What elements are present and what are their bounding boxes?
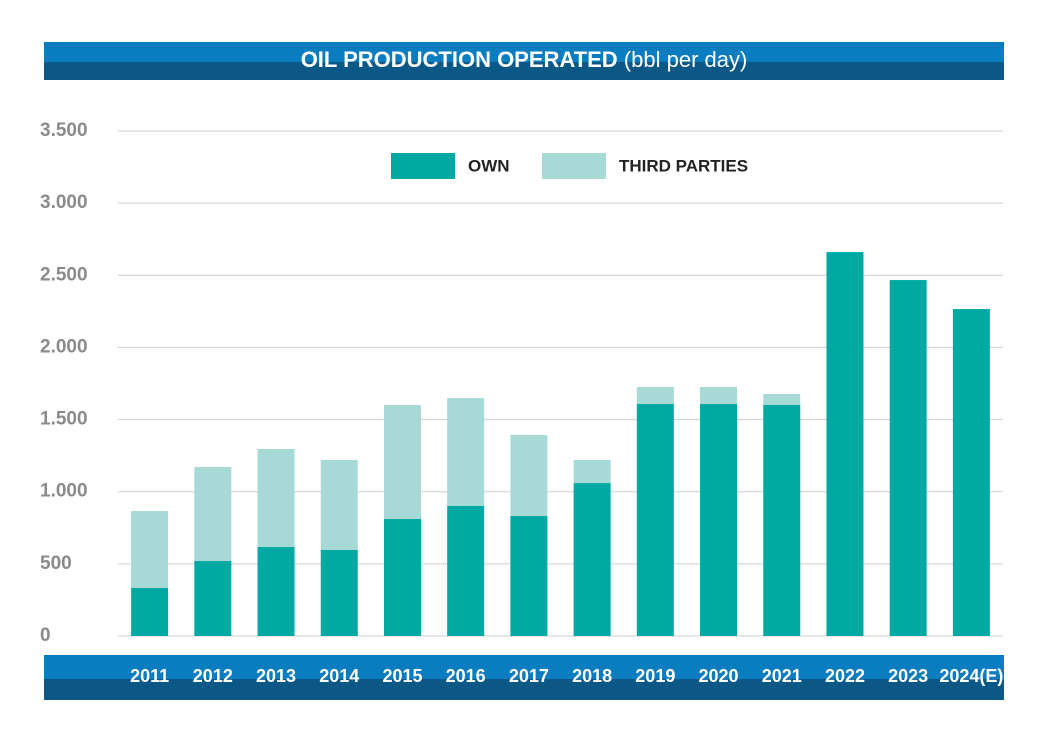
bar-segment (510, 515, 548, 636)
bar-segment (257, 546, 295, 636)
legend-swatch (391, 153, 455, 179)
legend-swatch (542, 153, 606, 179)
y-tick-label: 3.500 (40, 120, 88, 141)
bar-segment (383, 404, 421, 519)
bar-segment (510, 435, 548, 516)
axis-band-top (44, 655, 1004, 679)
x-tick-label: 2014 (319, 666, 359, 686)
bar-segment (573, 483, 611, 636)
bar-segment (320, 550, 358, 636)
x-tick-label: 2015 (382, 666, 422, 686)
y-tick-label: 1.000 (40, 481, 88, 502)
title: OIL PRODUCTION OPERATED (301, 47, 618, 72)
subtitle: (bbl per day) (624, 47, 748, 72)
bar-segment (383, 518, 421, 636)
bar-segment (889, 280, 927, 636)
bar-segment (763, 394, 801, 405)
x-tick-label: 2016 (446, 666, 486, 686)
bar-segment (257, 449, 295, 547)
bar-segment (700, 386, 738, 404)
y-tick-label: 2.500 (40, 264, 88, 285)
x-tick-label: 2022 (825, 666, 865, 686)
bar-segment (763, 404, 801, 636)
bar-segment (952, 309, 990, 636)
title-band-bottom (44, 62, 1004, 80)
x-tick-label: 2023 (888, 666, 928, 686)
bar-segment (447, 398, 485, 506)
bar-segment (131, 511, 169, 588)
legend-label: OWN (468, 156, 510, 175)
x-tick-label: 2012 (193, 666, 233, 686)
bar-segment (131, 587, 169, 636)
x-tick-label: 2019 (635, 666, 675, 686)
y-tick-label: 3.000 (40, 192, 88, 213)
x-tick-label: 2013 (256, 666, 296, 686)
y-tick-label: 500 (40, 553, 72, 574)
bar-segment (826, 252, 864, 636)
bar-segment (636, 403, 674, 636)
x-tick-label: 2018 (572, 666, 612, 686)
x-tick-label: 2011 (130, 666, 169, 686)
axis-band-bottom (44, 679, 1004, 700)
title-band-top (44, 42, 1004, 62)
bar-segment (447, 505, 485, 636)
x-tick-label: 2021 (762, 666, 802, 686)
bar-segment (636, 386, 674, 404)
y-tick-label: 2.000 (40, 336, 88, 357)
x-tick-label: 2024(E) (939, 666, 1003, 686)
x-tick-label: 2020 (699, 666, 739, 686)
bar-segment (573, 459, 611, 484)
chart-title: OIL PRODUCTION OPERATED (bbl per day) (301, 47, 748, 72)
bar-segment (194, 467, 232, 561)
legend-label: THIRD PARTIES (619, 156, 748, 175)
bar-segment (320, 459, 358, 551)
y-tick-label: 1.500 (40, 409, 88, 430)
x-tick-label: 2017 (509, 666, 549, 686)
bar-segment (700, 403, 738, 636)
bar-segment (194, 560, 232, 636)
y-tick-label: 0 (40, 625, 51, 646)
